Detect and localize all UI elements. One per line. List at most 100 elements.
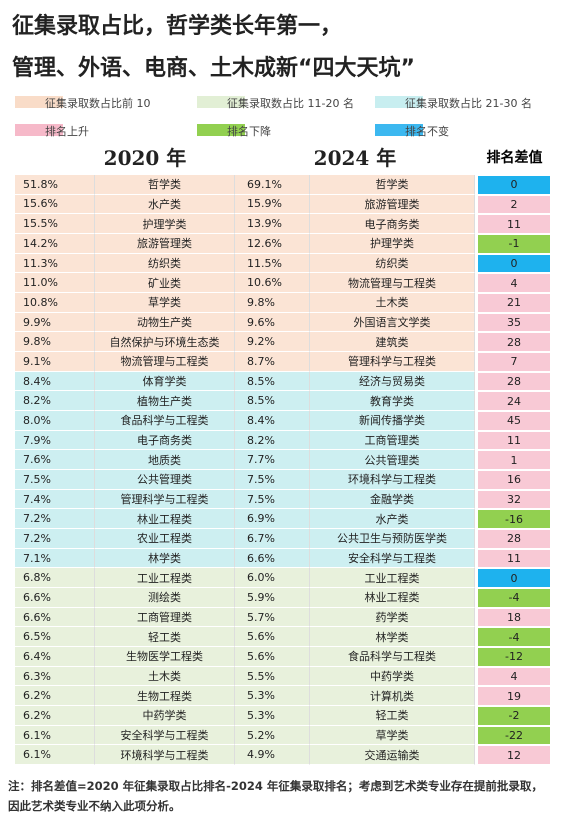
percentage: 12.6% [235,234,310,254]
major-name: 林业工程类 [310,588,475,608]
percentage: 7.6% [15,450,95,471]
rank-diff: 4 [477,273,551,293]
percentage: 5.7% [235,607,310,628]
major-name: 水产类 [310,509,475,530]
major-name: 测绘类 [95,588,235,608]
percentage: 7.4% [15,489,95,510]
column-header: 排名差值 [486,150,543,166]
major-name: 金融学类 [310,489,475,510]
major-name: 纺织类 [95,253,235,274]
major-name: 电子商务类 [95,430,235,451]
percentage: 7.5% [15,470,95,490]
percentage: 6.6% [15,607,95,628]
percentage: 5.5% [235,666,310,687]
percentage: 13.9% [235,214,310,234]
major-name: 轻工类 [95,627,235,648]
percentage: 7.2% [15,509,95,530]
rank-diff: 32 [477,489,551,510]
major-name: 环境科学与工程类 [310,470,475,490]
major-name: 体育学类 [95,371,235,392]
percentage: 5.9% [235,588,310,608]
major-name: 土木类 [95,666,235,687]
legend-label: 征集录取数占比前 10 [45,97,151,110]
major-name: 工业工程类 [95,568,235,589]
major-name: 食品科学与工程类 [95,411,235,431]
percentage: 11.0% [15,273,95,293]
percentage: 15.9% [235,194,310,215]
percentage: 6.7% [235,529,310,549]
rank-diff: 19 [477,686,551,707]
percentage: 69.1% [235,175,310,195]
rank-diff: 4 [477,666,551,687]
rank-diff: 28 [477,332,551,353]
rank-diff: 18 [477,607,551,628]
rank-diff: 0 [477,175,551,195]
rank-diff: 11 [477,548,551,569]
major-name: 旅游管理类 [310,194,475,215]
percentage: 5.2% [235,725,310,746]
rank-diff: 12 [477,745,551,766]
percentage: 8.2% [15,391,95,412]
major-name: 水产类 [95,194,235,215]
percentage: 5.6% [235,627,310,648]
major-name: 环境科学与工程类 [95,745,235,766]
percentage: 9.9% [15,312,95,333]
legend-swatch [197,96,245,108]
legend-swatch [375,124,423,136]
legend-swatch [15,124,63,136]
major-name: 工业工程类 [310,568,475,589]
major-name: 护理学类 [310,234,475,254]
major-name: 电子商务类 [310,214,475,234]
rank-diff: -2 [477,706,551,726]
major-name: 公共卫生与预防医学类 [310,529,475,549]
percentage: 6.4% [15,647,95,667]
percentage: 8.7% [235,352,310,372]
major-name: 动物生产类 [95,312,235,333]
major-name: 生物医学工程类 [95,647,235,667]
percentage: 6.1% [15,725,95,746]
major-name: 安全科学与工程类 [310,548,475,569]
percentage: 6.0% [235,568,310,589]
percentage: 5.3% [235,686,310,707]
percentage: 8.2% [235,430,310,451]
major-name: 管理科学与工程类 [310,352,475,372]
major-name: 旅游管理类 [95,234,235,254]
major-name: 安全科学与工程类 [95,725,235,746]
major-name: 教育学类 [310,391,475,412]
rank-diff: -4 [477,627,551,648]
major-name: 林业工程类 [95,509,235,530]
major-name: 药学类 [310,607,475,628]
percentage: 6.6% [235,548,310,569]
major-name: 矿业类 [95,273,235,293]
major-name: 物流管理与工程类 [310,273,475,293]
percentage: 4.9% [235,745,310,766]
rank-diff: 21 [477,293,551,313]
column-header: 2020 年 [103,146,187,170]
percentage: 5.6% [235,647,310,667]
percentage: 6.9% [235,509,310,530]
percentage: 9.2% [235,332,310,353]
major-name: 农业工程类 [95,529,235,549]
major-name: 地质类 [95,450,235,471]
rank-diff: 45 [477,411,551,431]
major-name: 公共管理类 [310,450,475,471]
title-line: 征集录取占比，哲学类长年第一， [12,14,343,39]
rank-diff: 2 [477,194,551,215]
legend-swatch [15,96,63,108]
rank-diff: -12 [477,647,551,667]
percentage: 6.3% [15,666,95,687]
major-name: 哲学类 [95,175,235,195]
percentage: 8.5% [235,391,310,412]
rank-diff: 1 [477,450,551,471]
legend-label: 征集录取数占比 11-20 名 [227,97,354,110]
legend-swatch [375,96,423,108]
percentage: 7.7% [235,450,310,471]
percentage: 5.3% [235,706,310,726]
major-name: 交通运输类 [310,745,475,766]
percentage: 51.8% [15,175,95,195]
percentage: 9.1% [15,352,95,372]
percentage: 7.1% [15,548,95,569]
percentage: 10.8% [15,293,95,313]
percentage: 11.3% [15,253,95,274]
percentage: 7.5% [235,470,310,490]
